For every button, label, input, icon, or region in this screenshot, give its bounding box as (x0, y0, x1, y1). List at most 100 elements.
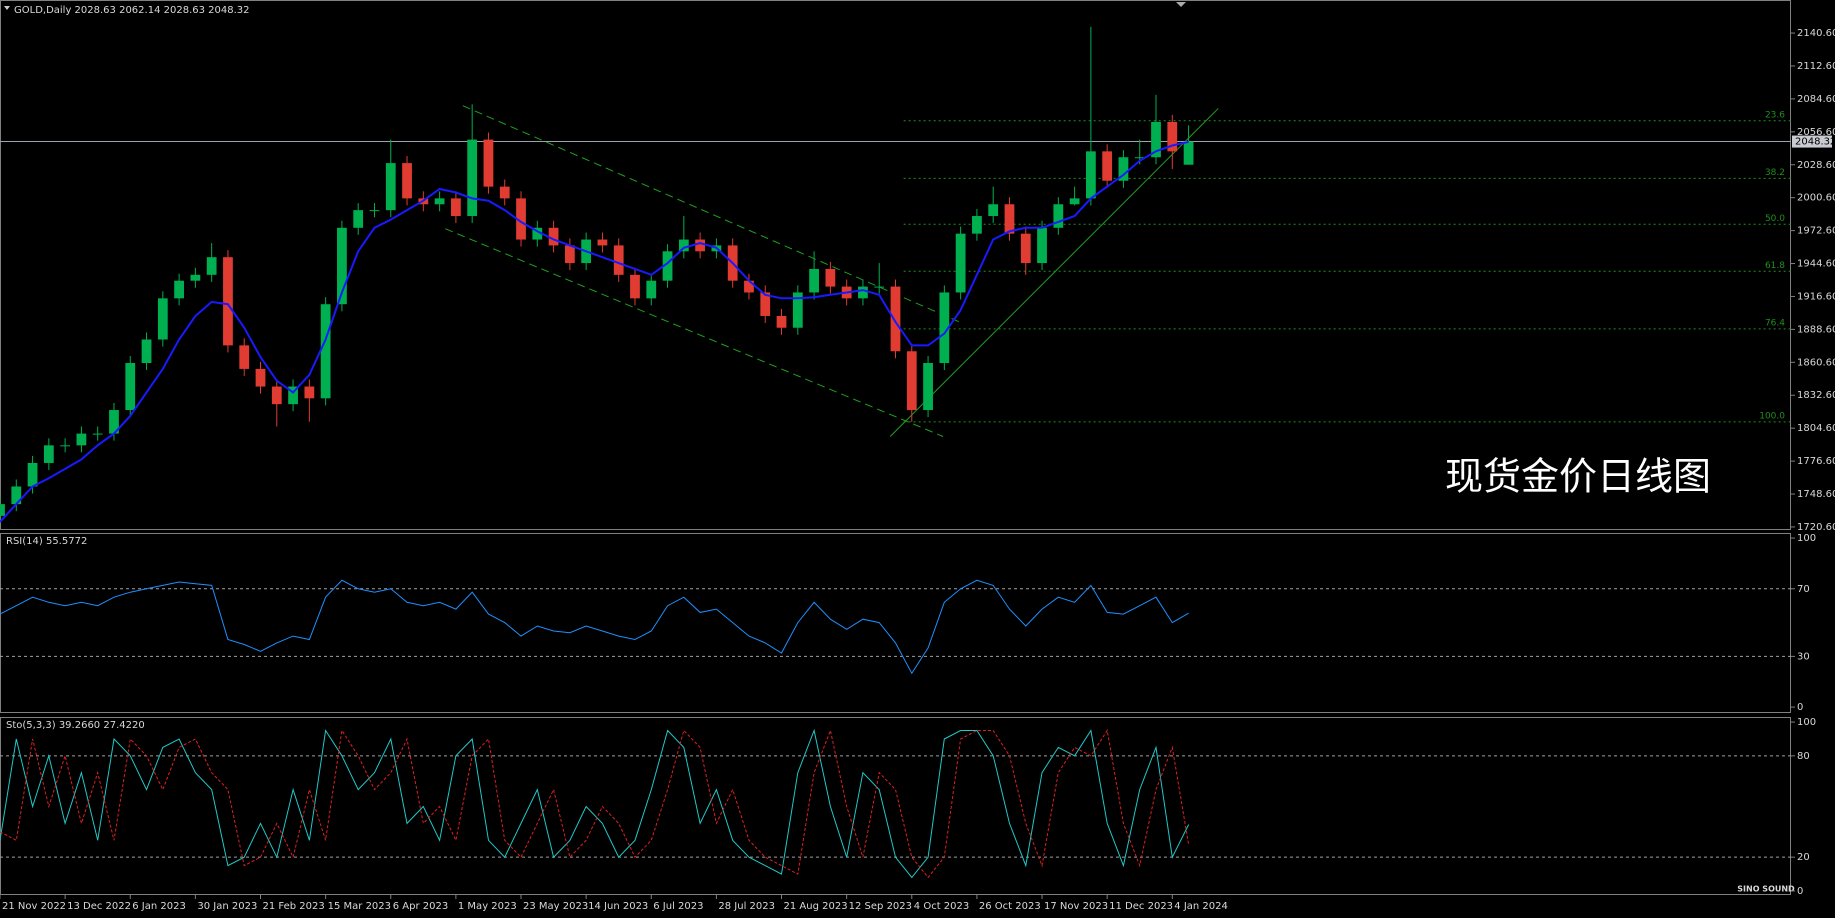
indicator-line (0, 728, 1190, 879)
candle-body (1118, 157, 1129, 181)
candle-body (271, 386, 282, 405)
indicator-line (0, 728, 1190, 879)
y-tick-label: 0 (1797, 886, 1803, 897)
candle-body (92, 433, 103, 435)
candle-body (1134, 157, 1145, 159)
watermark: SINO SOUND (1737, 885, 1795, 894)
candle-body (157, 298, 168, 340)
fib-label: 100.0 (1759, 411, 1785, 421)
candle-body (206, 257, 217, 275)
y-tick-label: 1720.60 (1797, 522, 1835, 533)
candle-body (174, 280, 184, 299)
candle-body (662, 251, 673, 281)
candle-body (451, 198, 461, 217)
y-tick-label: 0 (1797, 702, 1803, 713)
y-tick-label: 100 (1797, 717, 1816, 728)
candle-body (646, 280, 657, 299)
last-price-label: 2048.32 (1795, 137, 1835, 148)
candle-body (1020, 233, 1031, 264)
y-tick-label: 1944.60 (1797, 259, 1835, 270)
candle-body (0, 504, 5, 516)
y-tick-label: 1748.60 (1797, 489, 1835, 500)
candle-body (1167, 121, 1178, 152)
candle-body (548, 227, 559, 246)
x-tick-label: 15 Mar 2023 (328, 901, 391, 912)
y-tick-label: 30 (1797, 651, 1810, 662)
candle-body (1151, 121, 1161, 158)
candle-body (678, 239, 689, 252)
x-tick-label: 11 Dec 2023 (1109, 901, 1173, 912)
main-title: GOLD,Daily 2028.63 2062.14 2028.63 2048.… (14, 5, 250, 16)
candle-body (369, 210, 380, 212)
candle-body (434, 198, 445, 205)
x-tick-label: 30 Jan 2023 (197, 901, 257, 912)
candle-body (874, 286, 885, 288)
candle-body (337, 227, 347, 305)
x-tick-label: 12 Sep 2023 (849, 901, 912, 912)
x-tick-label: 4 Oct 2023 (914, 901, 969, 912)
candle-body (955, 233, 966, 293)
y-tick-label: 2000.60 (1797, 193, 1835, 204)
fib-label: 50.0 (1765, 214, 1785, 224)
candle-body (564, 245, 575, 264)
candle-body (695, 239, 706, 252)
candle-body (858, 286, 868, 299)
y-tick-label: 1776.60 (1797, 456, 1835, 467)
candle-body (630, 274, 640, 299)
y-tick-label: 1860.60 (1797, 357, 1835, 368)
candle-body (109, 410, 119, 434)
fib-label: 76.4 (1765, 318, 1785, 328)
candle-body (613, 245, 624, 275)
y-tick-label: 2056.60 (1797, 127, 1835, 138)
candle-body (923, 363, 933, 411)
candle-body (125, 363, 136, 411)
candle-body (223, 257, 233, 346)
fib-label: 38.2 (1765, 168, 1785, 178)
candle-body (60, 445, 71, 447)
y-tick-label: 2084.60 (1797, 94, 1835, 105)
x-tick-label: 17 Nov 2023 (1044, 901, 1108, 912)
x-tick-label: 1 May 2023 (458, 901, 517, 912)
candle-body (776, 315, 787, 328)
menu-arrow[interactable] (4, 6, 10, 10)
moving-average (0, 140, 1189, 523)
candle-body (27, 462, 38, 487)
fib-label: 23.6 (1765, 110, 1785, 120)
y-tick-label: 80 (1797, 751, 1810, 762)
candle-body (499, 186, 510, 199)
y-tick-label: 2028.60 (1797, 160, 1835, 171)
candle-body (288, 386, 298, 405)
annotation: 现货金价日线图 (1445, 455, 1711, 499)
x-tick-label: 14 Jun 2023 (588, 901, 648, 912)
stoch-title: Sto(5,3,3) 39.2660 27.4220 (6, 720, 145, 731)
candle-body (939, 292, 950, 364)
candle-body (972, 216, 982, 234)
y-tick-label: 1804.60 (1797, 423, 1835, 434)
candle-body (1183, 141, 1194, 165)
candle-body (1085, 151, 1096, 199)
x-tick-label: 6 Jan 2023 (132, 901, 186, 912)
candle-body (76, 433, 87, 446)
candle-body (11, 486, 22, 505)
stoch-panel (0, 717, 1791, 895)
candle-body (1004, 204, 1015, 234)
candle-body (1053, 204, 1064, 228)
candle-body (1069, 198, 1080, 205)
candle-body (890, 286, 901, 352)
y-tick-label: 1972.60 (1797, 226, 1835, 237)
y-tick-label: 1916.60 (1797, 291, 1835, 302)
candle-body (988, 204, 999, 217)
shift-marker (1176, 2, 1186, 7)
y-tick-label: 70 (1797, 584, 1810, 595)
candle-body (809, 268, 819, 293)
candle-body (385, 163, 396, 211)
x-tick-label: 23 May 2023 (523, 901, 588, 912)
x-tick-label: 21 Nov 2022 (2, 901, 66, 912)
candle-body (792, 292, 803, 328)
candle-body (597, 239, 608, 246)
candle-body (353, 210, 364, 228)
y-tick-label: 2112.60 (1797, 61, 1835, 72)
trendline (889, 108, 1219, 437)
